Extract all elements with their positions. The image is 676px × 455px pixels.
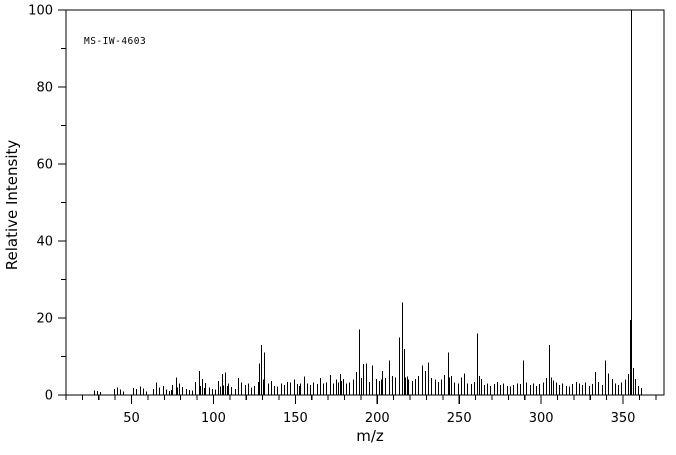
x-axis-tick-labels: 50 100 150 200 250 300 350 — [123, 411, 635, 426]
spectrum-peaks — [93, 10, 643, 395]
x-tick-label: 150 — [283, 411, 308, 426]
y-tick-label: 80 — [36, 81, 53, 96]
y-tick-label: 0 — [45, 389, 53, 404]
y-axis-tick-labels: 0 20 40 60 80 100 — [28, 4, 53, 404]
x-tick-label: 300 — [529, 411, 554, 426]
x-tick-label: 50 — [123, 411, 140, 426]
y-tick-label: 60 — [36, 158, 53, 173]
y-axis-ticks — [58, 9, 66, 396]
plot-frame — [65, 9, 665, 396]
y-tick-label: 40 — [36, 235, 53, 250]
y-tick-label: 100 — [28, 4, 53, 19]
x-tick-label: 200 — [365, 411, 390, 426]
y-axis-title: Relative Intensity — [3, 140, 21, 271]
x-tick-label: 100 — [201, 411, 226, 426]
x-axis-title: m/z — [356, 427, 384, 445]
x-axis-ticks — [65, 395, 657, 404]
y-tick-label: 20 — [36, 312, 53, 327]
x-tick-label: 250 — [447, 411, 472, 426]
sample-id-annotation: MS-IW-4603 — [84, 36, 146, 47]
x-tick-label: 350 — [611, 411, 636, 426]
